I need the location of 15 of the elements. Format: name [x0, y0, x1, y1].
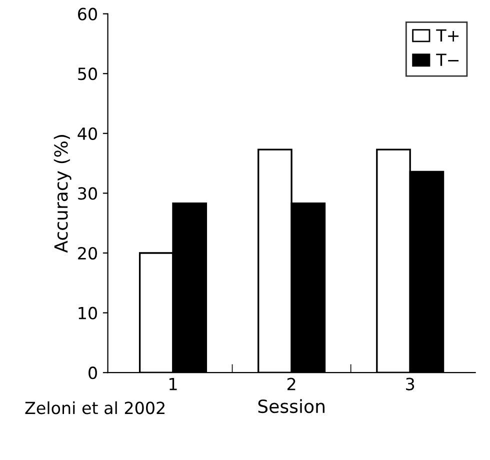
text: Zeloni et al 2002	[25, 401, 164, 414]
x-tick-label: 2	[287, 378, 296, 390]
y-tick-label: 20	[78, 246, 97, 260]
x-axis-title: Session	[258, 399, 324, 414]
legend-label: T+	[436, 29, 459, 42]
y-tick-label: 60	[78, 8, 97, 20]
y-tick-label: 40	[78, 127, 97, 140]
legend-label: T−	[436, 54, 459, 66]
x-tick-label: 1	[170, 378, 177, 390]
y-tick-label: 10	[78, 306, 97, 320]
y-tick-label: 50	[78, 68, 97, 80]
y-tick-label: 30	[78, 187, 97, 200]
y-axis-title: Accuracy (%)	[54, 135, 72, 253]
y-tick-label: 0	[88, 366, 97, 380]
x-tick-label: 3	[406, 378, 414, 390]
